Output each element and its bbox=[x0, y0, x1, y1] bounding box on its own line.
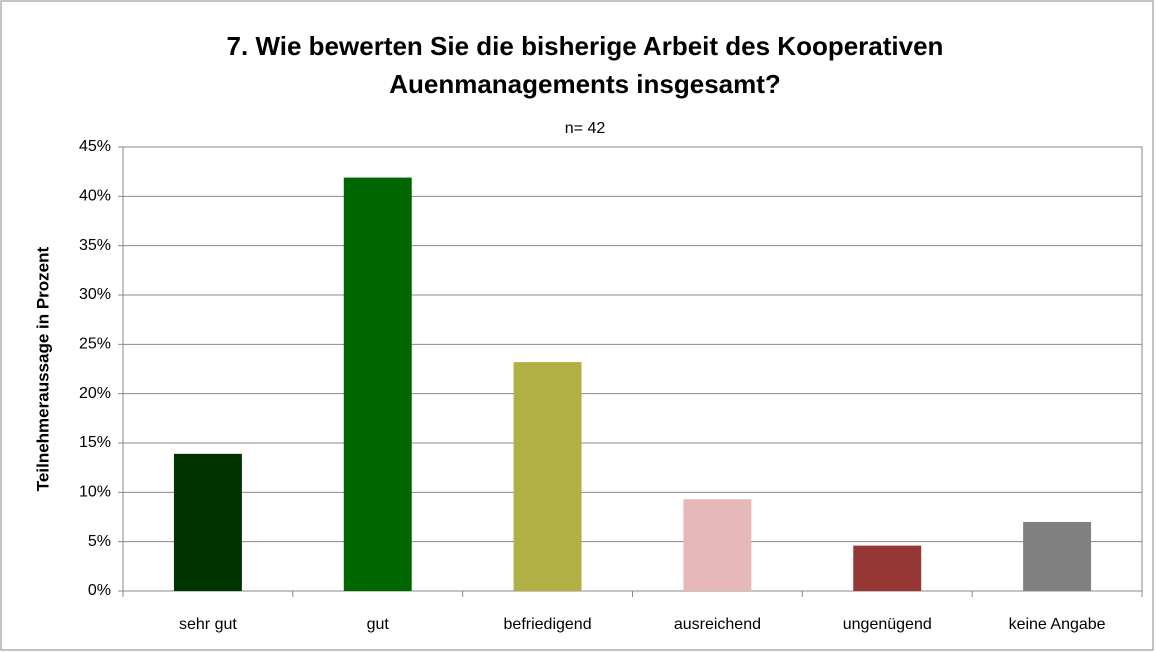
y-tick-label: 25% bbox=[79, 336, 111, 353]
x-tick-label: befriedigend bbox=[504, 616, 592, 633]
bar bbox=[1023, 521, 1092, 591]
y-tick-label: 5% bbox=[88, 533, 111, 550]
x-tick-label: ausreichend bbox=[674, 616, 761, 633]
y-tick-label: 30% bbox=[79, 286, 111, 303]
bar bbox=[513, 362, 582, 591]
x-tick-label: sehr gut bbox=[179, 616, 237, 633]
bar bbox=[683, 499, 752, 591]
y-tick-label: 15% bbox=[79, 434, 111, 451]
chart-title: 7. Wie bewerten Sie die bisherige Arbeit… bbox=[227, 31, 944, 61]
bar bbox=[173, 453, 242, 591]
y-tick-label: 0% bbox=[88, 582, 111, 599]
y-axis-label: Teilnehmeraussage in Prozent bbox=[33, 246, 52, 491]
bar bbox=[853, 545, 922, 591]
y-tick-label: 40% bbox=[79, 188, 111, 205]
chart-title: Auenmanagements insgesamt? bbox=[389, 69, 781, 99]
y-tick-label: 45% bbox=[79, 138, 111, 155]
x-tick-label: ungenügend bbox=[843, 616, 932, 633]
y-tick-label: 35% bbox=[79, 237, 111, 254]
y-tick-label: 10% bbox=[79, 484, 111, 501]
x-tick-label: keine Angabe bbox=[1009, 616, 1106, 633]
chart-subtitle: n= 42 bbox=[565, 120, 606, 137]
x-tick-label: gut bbox=[367, 616, 390, 633]
bar bbox=[343, 177, 412, 591]
y-tick-label: 20% bbox=[79, 385, 111, 402]
